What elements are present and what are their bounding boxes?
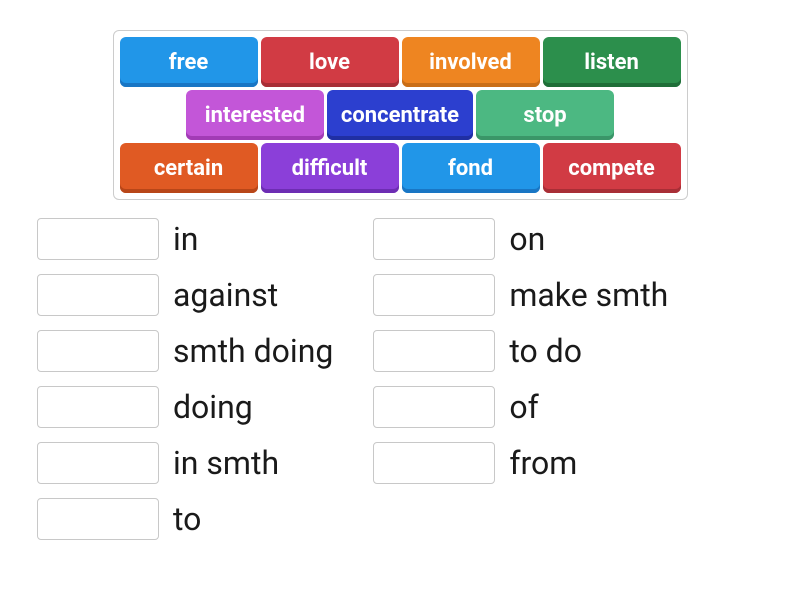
word-tile-listen[interactable]: listen [543,37,681,87]
dropzone[interactable] [37,330,159,372]
word-tile-label: free [169,50,209,75]
word-tile-label: concentrate [341,103,459,128]
dropzone[interactable] [37,442,159,484]
word-tile-difficult[interactable]: difficult [261,143,399,193]
answer-text: from [509,444,577,482]
answers-area: in against smth doing doing in smth to on make… [35,218,765,540]
answer-row: to do [373,330,668,372]
word-tile-label: fond [448,156,493,181]
answer-text: to [173,500,201,538]
dropzone[interactable] [373,218,495,260]
word-tile-label: listen [584,50,639,75]
answer-row: to [37,498,333,540]
answer-text: of [509,388,538,426]
word-tile-certain[interactable]: certain [120,143,258,193]
dropzone[interactable] [373,330,495,372]
answer-text: in [173,220,198,258]
answer-row: from [373,442,668,484]
word-tile-label: compete [568,156,655,181]
answer-row: in smth [37,442,333,484]
dropzone[interactable] [37,274,159,316]
dropzone[interactable] [37,218,159,260]
word-tile-label: difficult [292,156,368,181]
word-tile-stop[interactable]: stop [476,90,614,140]
word-tile-fond[interactable]: fond [402,143,540,193]
word-tile-involved[interactable]: involved [402,37,540,87]
word-tile-label: stop [523,103,566,128]
answer-row: against [37,274,333,316]
word-tile-love[interactable]: love [261,37,399,87]
answer-text: smth doing [173,332,333,370]
dropzone[interactable] [37,386,159,428]
dropzone[interactable] [373,386,495,428]
dropzone[interactable] [37,498,159,540]
answer-row: on [373,218,668,260]
answer-text: on [509,220,545,258]
answer-row: smth doing [37,330,333,372]
answer-row: of [373,386,668,428]
answer-text: make smth [509,276,668,314]
word-tile-free[interactable]: free [120,37,258,87]
dropzone[interactable] [373,274,495,316]
answer-text: in smth [173,444,279,482]
dropzone[interactable] [373,442,495,484]
word-tile-label: interested [205,103,305,128]
answer-row: make smth [373,274,668,316]
word-bank: free love involved listen interested concentr… [113,30,688,200]
exercise-container: free love involved listen interested concentr… [0,0,800,570]
answer-row: doing [37,386,333,428]
answers-column-left: in against smth doing doing in smth to [37,218,333,540]
answer-text: to do [509,332,582,370]
word-tile-compete[interactable]: compete [543,143,681,193]
word-tile-label: certain [154,156,223,181]
word-tile-label: involved [429,50,512,75]
answer-text: against [173,276,278,314]
word-tile-interested[interactable]: interested [186,90,324,140]
word-tile-concentrate[interactable]: concentrate [327,90,473,140]
answers-column-right: on make smth to do of from [373,218,668,540]
word-tile-label: love [309,50,350,75]
answer-row: in [37,218,333,260]
answer-text: doing [173,388,253,426]
